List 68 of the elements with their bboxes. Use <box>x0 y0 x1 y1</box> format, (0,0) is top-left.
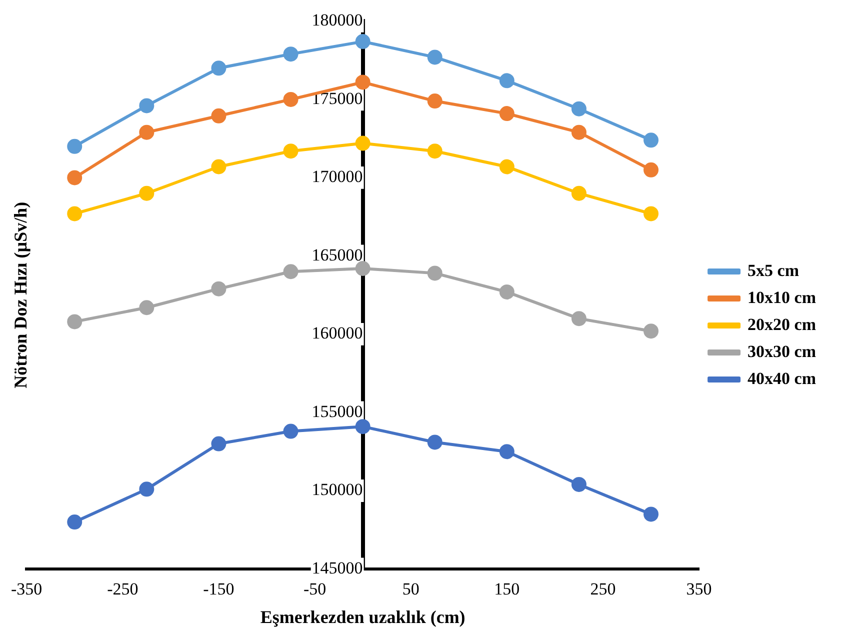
point <box>283 46 298 62</box>
y-tick-label: 150000 <box>312 480 363 500</box>
x-tick-label: 250 <box>590 580 616 599</box>
x-tick-label: -350 <box>10 580 42 599</box>
point <box>67 314 82 330</box>
point <box>644 324 659 339</box>
point <box>211 60 226 76</box>
point <box>355 136 370 151</box>
x-tick-label: 150 <box>494 580 520 599</box>
y-tick-label: 160000 <box>312 324 363 343</box>
point <box>499 159 514 174</box>
point <box>67 514 82 530</box>
point <box>499 444 514 460</box>
point <box>427 434 442 450</box>
point <box>644 206 659 222</box>
point <box>427 50 442 65</box>
legend-label: 5x5 cm <box>748 260 800 280</box>
point <box>571 311 586 326</box>
point <box>644 506 659 522</box>
point <box>211 108 226 124</box>
point <box>355 260 370 276</box>
point <box>355 419 370 434</box>
point <box>139 300 154 316</box>
x-tick-label: 350 <box>686 580 712 599</box>
y-tick-label: 145000 <box>312 558 363 578</box>
legend-label: 20x20 cm <box>748 314 816 334</box>
point <box>211 159 226 174</box>
point <box>499 106 514 122</box>
point <box>67 170 82 186</box>
point <box>67 138 82 154</box>
point <box>571 101 586 116</box>
point <box>283 92 298 107</box>
point <box>139 124 154 140</box>
point <box>644 132 659 148</box>
point <box>499 284 514 300</box>
y-tick-label: 180000 <box>312 10 363 30</box>
point <box>211 281 226 296</box>
x-tick-label: -50 <box>303 580 326 599</box>
y-axis-title: Nötron Doz Hızı (µSv/h) <box>10 202 31 388</box>
point <box>644 162 659 178</box>
point <box>427 266 442 281</box>
point <box>427 144 442 159</box>
legend-label: 30x30 cm <box>748 342 816 361</box>
point <box>211 436 226 452</box>
point <box>283 144 298 159</box>
point <box>571 476 586 492</box>
point <box>355 74 370 90</box>
point <box>67 206 82 222</box>
point <box>283 424 298 439</box>
legend-label: 10x10 cm <box>748 288 816 307</box>
x-axis-title: Eşmerkezden uzaklık (cm) <box>260 606 466 627</box>
point <box>499 73 514 88</box>
point <box>571 124 586 140</box>
y-tick-label: 155000 <box>312 402 363 421</box>
y-tick-label: 175000 <box>312 88 363 108</box>
x-tick-label: -250 <box>107 580 138 599</box>
x-tick-label: -150 <box>203 580 234 599</box>
point <box>571 186 586 201</box>
point <box>427 94 442 109</box>
point <box>283 264 298 280</box>
point <box>355 34 370 50</box>
y-tick-label: 165000 <box>312 245 363 264</box>
y-tick-label: 170000 <box>312 167 363 186</box>
point <box>139 186 154 201</box>
x-tick-label: 50 <box>402 580 420 599</box>
point <box>139 98 154 114</box>
legend-label: 40x40 cm <box>748 368 816 388</box>
point <box>139 482 154 497</box>
